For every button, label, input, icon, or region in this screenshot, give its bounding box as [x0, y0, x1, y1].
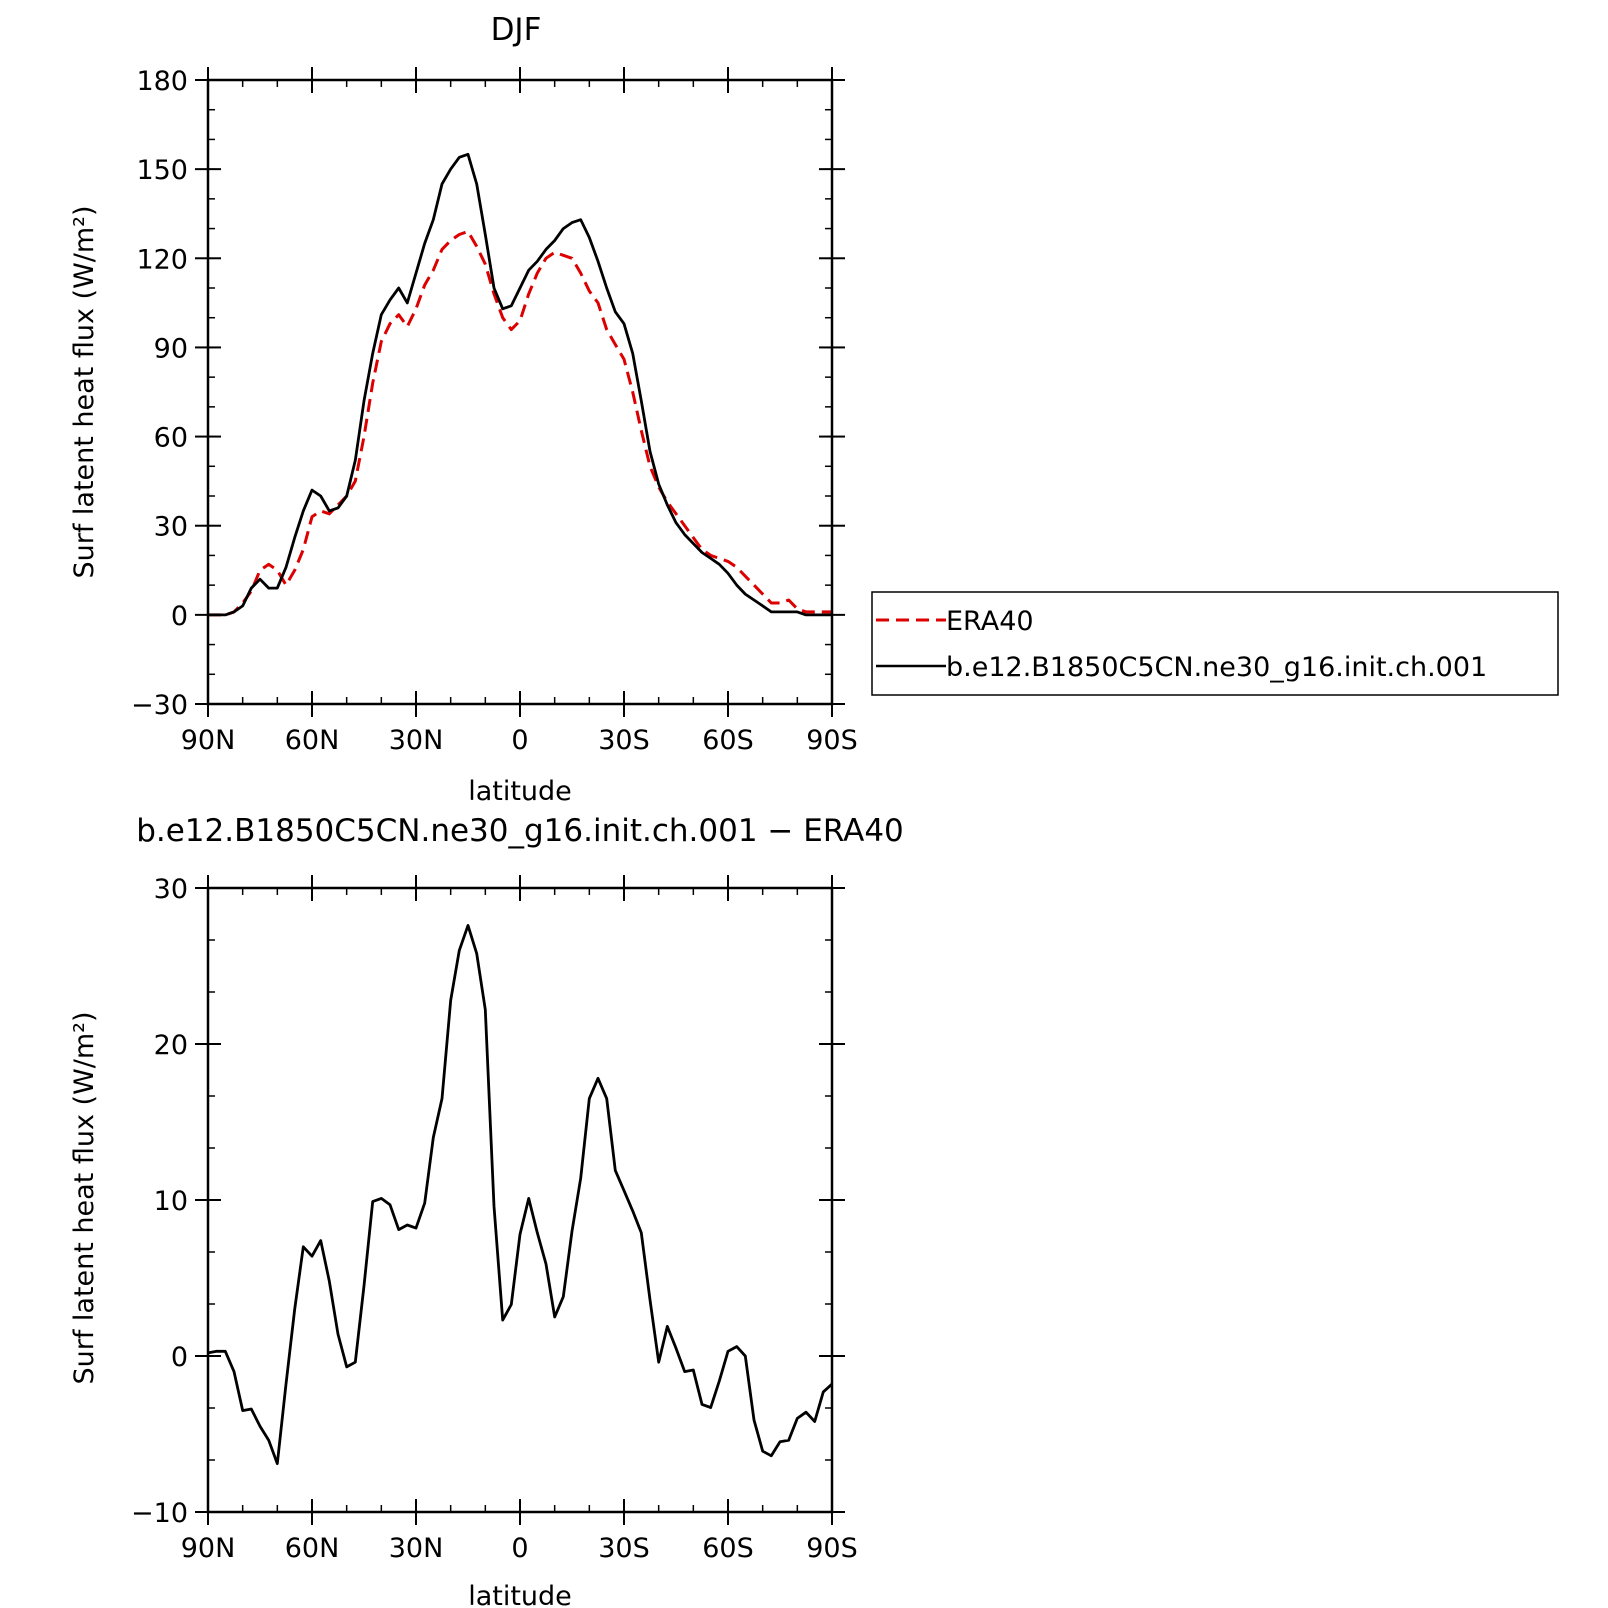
top-panel-title: DJF [491, 12, 542, 48]
x-tick-label: 60S [702, 725, 754, 756]
x-tick-label: 0 [511, 725, 528, 756]
legend: ERA40 b.e12.B1850C5CN.ne30_g16.init.ch.0… [871, 591, 1559, 696]
x-tick-label: 30N [389, 725, 444, 756]
x-tick-label: 90N [181, 725, 236, 756]
y-tick-label: 90 [154, 333, 188, 364]
legend-label-era40: ERA40 [946, 606, 1034, 637]
bottom-panel-x-axis-label: latitude [468, 1581, 572, 1608]
bottom-panel-series [207, 924, 833, 1465]
y-tick-label: 120 [136, 244, 188, 275]
x-tick-label: 90S [806, 1533, 858, 1564]
legend-label-model: b.e12.B1850C5CN.ne30_g16.init.ch.001 [946, 652, 1487, 683]
series-line-era40 [208, 230, 832, 617]
y-tick-label: 30 [154, 874, 188, 905]
x-tick-label: 0 [511, 1533, 528, 1564]
y-tick-label: −30 [131, 690, 188, 721]
legend-box [871, 591, 1559, 696]
y-tick-label: 60 [154, 423, 188, 454]
y-tick-label: −10 [131, 1498, 188, 1529]
top-panel-frame [206, 78, 834, 706]
x-tick-label: 90S [806, 725, 858, 756]
top-panel-x-tick-labels: 90N 60N 30N 0 30S 60S 90S [181, 725, 858, 756]
x-tick-label: 60N [285, 725, 340, 756]
x-tick-label: 30N [389, 1533, 444, 1564]
y-tick-label: 30 [154, 512, 188, 543]
bottom-panel-y-axis-label: Surf latent heat flux (W/m²) [69, 1011, 100, 1384]
top-panel-ticks [195, 67, 845, 717]
top-panel-y-axis-label: Surf latent heat flux (W/m²) [69, 205, 100, 578]
top-panel-x-axis-label: latitude [468, 776, 572, 807]
bottom-panel-x-tick-labels: 90N 60N 30N 0 30S 60S 90S [181, 1533, 858, 1564]
bottom-panel: b.e12.B1850C5CN.ne30_g16.init.ch.001 − E… [69, 813, 904, 1608]
series-line-b-e12-b1850c5cn-ne30-g16-init-ch-001 [208, 152, 832, 617]
y-tick-label: 20 [154, 1030, 188, 1061]
y-tick-label: 150 [136, 155, 188, 186]
y-tick-label: 10 [154, 1186, 188, 1217]
x-tick-label: 60N [285, 1533, 340, 1564]
bottom-panel-title: b.e12.B1850C5CN.ne30_g16.init.ch.001 − E… [136, 813, 904, 849]
y-tick-label: 0 [171, 601, 188, 632]
top-panel-y-tick-labels: −30 0 30 60 90 120 150 180 [131, 66, 188, 721]
x-tick-label: 60S [702, 1533, 754, 1564]
series-line-difference [207, 924, 833, 1465]
bottom-panel-ticks [195, 875, 845, 1525]
y-tick-label: 180 [136, 66, 188, 97]
top-panel: DJF −30 0 30 60 90 120 150 180 90N 60N 30N 0 30S 60S… [69, 12, 858, 807]
x-tick-label: 30S [598, 1533, 650, 1564]
x-tick-label: 30S [598, 725, 650, 756]
bottom-panel-y-tick-labels: −10 0 10 20 30 [131, 874, 188, 1529]
top-panel-series [208, 152, 832, 617]
y-tick-label: 0 [171, 1342, 188, 1373]
bottom-panel-frame [206, 886, 834, 1514]
x-tick-label: 90N [181, 1533, 236, 1564]
